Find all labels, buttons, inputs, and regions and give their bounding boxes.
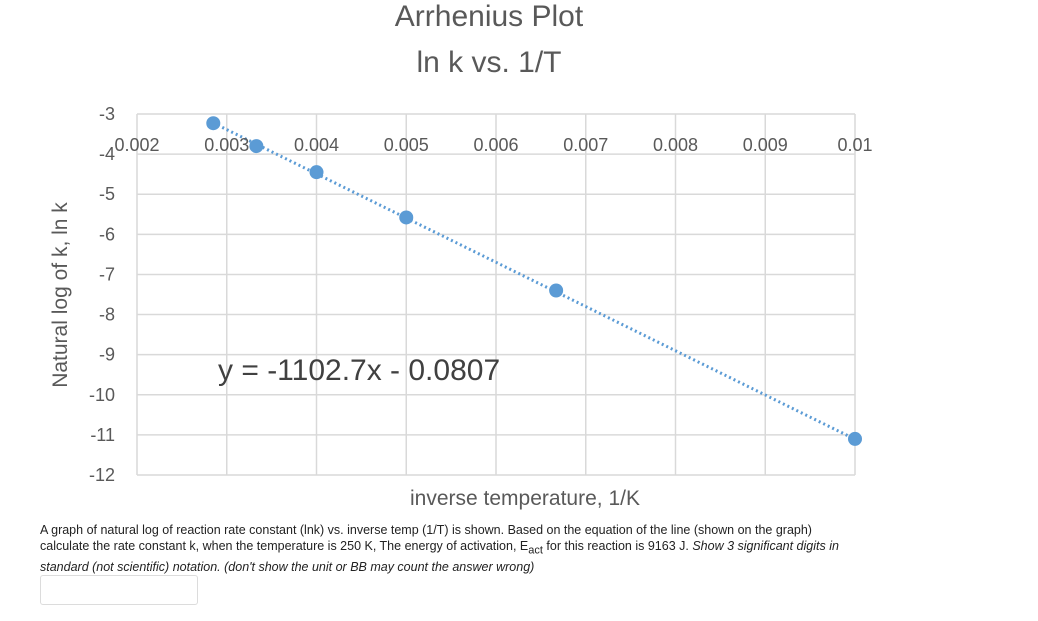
x-tick-label: 0.006 bbox=[473, 135, 518, 155]
data-point bbox=[549, 283, 564, 298]
y-tick-label: -4 bbox=[99, 144, 115, 164]
chart-title-line-2: ln k vs. 1/T bbox=[416, 46, 561, 79]
y-tick-label: -8 bbox=[99, 305, 115, 325]
trendline-equation: y = -1102.7x - 0.0807 bbox=[218, 354, 500, 387]
answer-input[interactable] bbox=[40, 575, 198, 605]
y-tick-label: -5 bbox=[99, 184, 115, 204]
y-tick-label: -10 bbox=[89, 385, 115, 405]
y-tick-labels: -3 -4 -5 -6 -7 -8 -9 -10 -11 -12 bbox=[89, 104, 115, 485]
y-tick-label: -9 bbox=[99, 345, 115, 365]
x-tick-label: 0.007 bbox=[563, 135, 608, 155]
question-main-text: A graph of natural log of reaction rate … bbox=[40, 523, 812, 553]
activation-energy-subscript: act bbox=[528, 544, 543, 557]
data-point bbox=[206, 116, 221, 131]
x-axis-title: inverse temperature, 1/K bbox=[410, 487, 640, 510]
gridlines bbox=[136, 113, 856, 476]
data-point bbox=[249, 139, 264, 154]
y-tick-label: -12 bbox=[89, 465, 115, 485]
data-point bbox=[309, 165, 324, 180]
arrhenius-chart: 0.002 0.003 0.004 0.005 0.006 0.007 0.008 0.009… bbox=[49, 0, 873, 510]
y-axis-title: Natural log of k, ln k bbox=[49, 202, 72, 388]
question-instructions: Show 3 significant digits in standard (n… bbox=[40, 539, 839, 574]
x-tick-label: 0.005 bbox=[384, 135, 429, 155]
x-tick-labels: 0.002 0.003 0.004 0.005 0.006 0.007 0.008 0.009… bbox=[114, 135, 872, 155]
x-tick-label: 0.004 bbox=[294, 135, 339, 155]
x-tick-label: 0.008 bbox=[653, 135, 698, 155]
x-tick-label: 0.009 bbox=[743, 135, 788, 155]
question-main-text-cont: for this reaction is 9163 J. bbox=[542, 539, 693, 553]
data-point bbox=[848, 431, 862, 446]
data-point bbox=[399, 210, 414, 225]
chart-title-line-1: Arrhenius Plot bbox=[395, 0, 584, 33]
y-tick-label: -6 bbox=[99, 224, 115, 244]
x-tick-label: 0.003 bbox=[204, 135, 249, 155]
data-points bbox=[206, 116, 862, 446]
question-text: A graph of natural log of reaction rate … bbox=[40, 522, 860, 575]
trendline bbox=[212, 121, 856, 441]
x-tick-label: 0.002 bbox=[114, 135, 159, 155]
y-tick-label: -7 bbox=[99, 264, 115, 284]
y-tick-label: -3 bbox=[99, 104, 115, 124]
y-tick-label: -11 bbox=[90, 425, 115, 445]
x-tick-label: 0.01 bbox=[837, 135, 872, 155]
